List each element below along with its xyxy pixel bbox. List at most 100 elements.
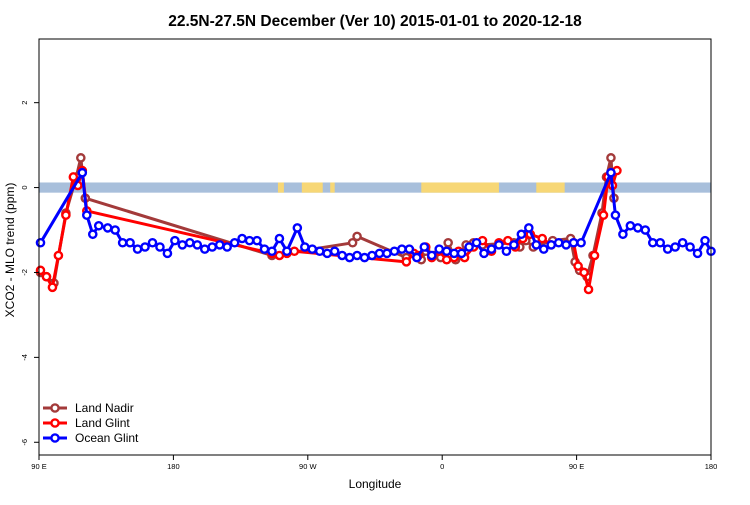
data-point — [583, 284, 594, 295]
data-point — [337, 250, 347, 261]
data-point — [237, 233, 247, 244]
legend-label: Land Glint — [75, 416, 130, 430]
data-point — [185, 237, 195, 248]
data-point — [449, 248, 459, 259]
x-tick-label: 90 W — [299, 462, 317, 471]
legend-item: Land Nadir — [43, 401, 134, 415]
x-tick-label: 180 — [167, 462, 180, 471]
data-point — [68, 172, 79, 182]
data-point — [110, 225, 120, 235]
data-point — [618, 229, 628, 240]
y-tick-label: -4 — [20, 354, 29, 361]
data-point — [322, 248, 333, 259]
data-point — [494, 240, 504, 250]
x-tick-label: 90 E — [569, 462, 584, 471]
legend-marker — [50, 433, 60, 443]
data-point — [147, 237, 158, 248]
data-point — [61, 210, 71, 220]
data-point — [41, 271, 52, 282]
data-point — [434, 244, 445, 254]
data-point — [382, 248, 392, 259]
axes: 90 E 180 90 W 0 90 E 180 2 0 -2 -4 -6 — [20, 38, 718, 471]
data-point — [443, 237, 453, 248]
data-point — [329, 246, 340, 257]
data-point — [647, 237, 658, 248]
y-axis-label: XCO2 - MLO trend (ppm) — [3, 183, 17, 318]
data-point — [155, 242, 165, 252]
data-point — [692, 248, 703, 259]
data-point — [162, 248, 173, 259]
data-point — [568, 237, 579, 248]
data-point — [76, 153, 86, 163]
data-point — [404, 244, 415, 254]
data-point — [633, 223, 643, 233]
data-point — [87, 229, 98, 240]
data-point — [538, 244, 549, 254]
data-point — [685, 242, 695, 252]
data-point — [222, 242, 232, 252]
x-tick-label: 90 E — [31, 462, 46, 471]
ocean-band — [39, 182, 711, 193]
data-point — [292, 223, 303, 233]
x-tick-label: 0 — [440, 462, 444, 471]
data-point — [655, 237, 666, 248]
data-point — [524, 223, 534, 233]
data-point — [140, 242, 150, 252]
data-point — [509, 240, 519, 250]
data-point — [589, 250, 600, 261]
data-point — [125, 237, 135, 248]
data-point — [289, 246, 300, 257]
plot-frame — [38, 38, 712, 456]
data-point — [132, 244, 143, 254]
data-point — [207, 242, 218, 252]
data-point — [471, 237, 482, 248]
data-point — [426, 250, 437, 261]
data-point — [352, 231, 362, 242]
data-point — [412, 252, 422, 263]
data-point — [274, 250, 285, 261]
x-tick-label: 180 — [705, 462, 718, 471]
data-point — [214, 240, 225, 250]
data-point — [93, 220, 104, 231]
series-layer — [35, 153, 716, 295]
data-point — [546, 240, 557, 250]
data-point — [300, 242, 310, 252]
data-point — [486, 244, 497, 254]
y-tick-label: 2 — [20, 101, 29, 105]
data-point — [419, 242, 430, 252]
legend-label: Land Nadir — [75, 401, 134, 415]
data-point — [516, 229, 527, 240]
data-point — [282, 246, 292, 257]
data-point — [670, 242, 680, 252]
legend-marker — [50, 418, 60, 428]
data-point — [244, 235, 255, 246]
data-point — [401, 257, 412, 267]
data-point — [267, 246, 277, 257]
land-segment — [421, 182, 499, 193]
data-point — [274, 233, 285, 244]
land-segment — [277, 182, 284, 193]
data-point — [576, 237, 586, 248]
data-point — [77, 167, 88, 178]
data-point — [531, 240, 542, 250]
data-point — [553, 237, 564, 248]
data-point — [700, 235, 710, 246]
land-segment — [536, 182, 565, 193]
data-point — [397, 244, 407, 254]
chart-title: 22.5N-27.5N December (Ver 10) 2015-01-01… — [168, 13, 582, 30]
y-tick-label: -2 — [20, 269, 29, 276]
data-point — [479, 248, 489, 259]
data-point — [441, 254, 452, 265]
data-point — [464, 242, 474, 252]
x-axis-label: Longitude — [349, 477, 402, 491]
data-point — [229, 237, 240, 248]
data-point — [573, 261, 583, 271]
legend-item: Land Glint — [43, 416, 130, 430]
data-point — [314, 246, 325, 257]
data-point — [503, 235, 513, 246]
data-point — [359, 252, 370, 263]
data-point — [53, 250, 64, 261]
